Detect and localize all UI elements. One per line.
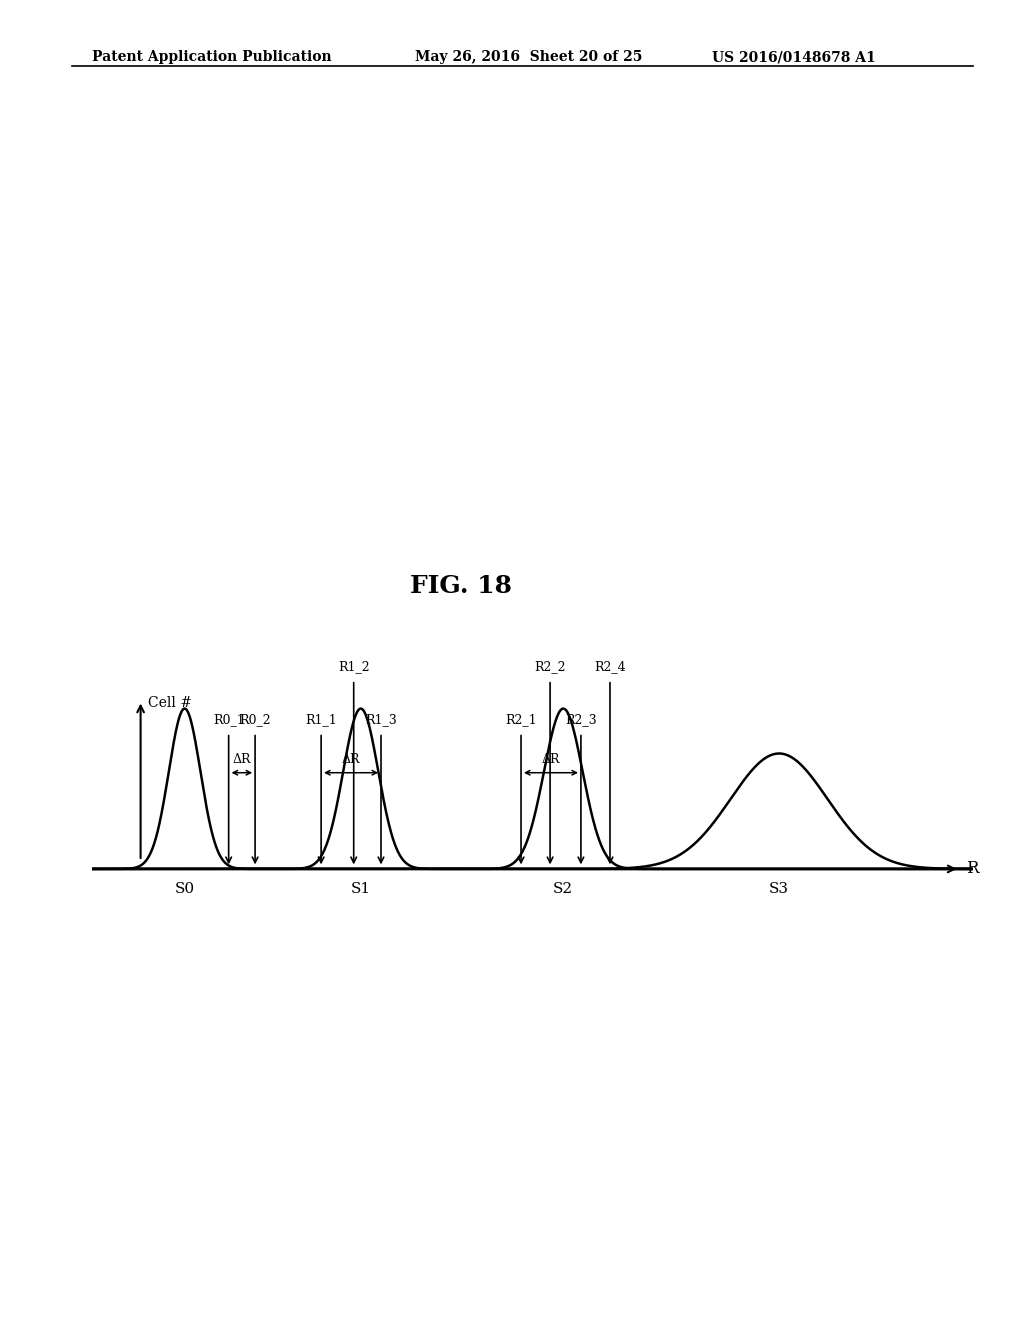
Text: R1_2: R1_2 bbox=[338, 660, 370, 673]
Text: Patent Application Publication: Patent Application Publication bbox=[92, 50, 332, 65]
Text: R1_1: R1_1 bbox=[305, 713, 337, 726]
Text: S0: S0 bbox=[174, 882, 195, 896]
Text: R: R bbox=[966, 861, 978, 878]
Text: S3: S3 bbox=[769, 882, 790, 896]
Text: R1_3: R1_3 bbox=[366, 713, 397, 726]
Text: ΔR: ΔR bbox=[342, 754, 360, 767]
Text: R2_2: R2_2 bbox=[535, 660, 566, 673]
Text: FIG. 18: FIG. 18 bbox=[410, 574, 512, 598]
Text: R0_2: R0_2 bbox=[240, 713, 271, 726]
Text: S1: S1 bbox=[350, 882, 371, 896]
Text: S2: S2 bbox=[553, 882, 573, 896]
Text: ΔR: ΔR bbox=[232, 754, 251, 767]
Text: US 2016/0148678 A1: US 2016/0148678 A1 bbox=[712, 50, 876, 65]
Text: R2_4: R2_4 bbox=[594, 660, 626, 673]
Text: R0_1: R0_1 bbox=[213, 713, 245, 726]
Text: R2_1: R2_1 bbox=[505, 713, 537, 726]
Text: May 26, 2016  Sheet 20 of 25: May 26, 2016 Sheet 20 of 25 bbox=[415, 50, 642, 65]
Text: Cell #: Cell # bbox=[147, 696, 191, 710]
Text: ΔR: ΔR bbox=[542, 754, 560, 767]
Text: R2_3: R2_3 bbox=[565, 713, 597, 726]
